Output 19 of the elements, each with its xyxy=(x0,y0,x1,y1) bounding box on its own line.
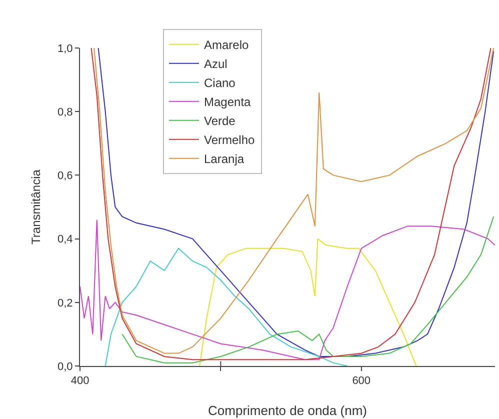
y-axis-title: Transmitância xyxy=(28,169,43,244)
x-axis-title: Comprimento de onda (nm) xyxy=(208,403,367,418)
legend-label: Vermelho xyxy=(204,133,256,148)
y-tick-label: 0,0 xyxy=(58,360,73,373)
line-series xyxy=(199,238,417,366)
legend-label: Azul xyxy=(204,57,228,72)
legend-label: Verde xyxy=(204,114,236,128)
x-tick-label: 400 xyxy=(70,375,90,388)
legend-label: Magenta xyxy=(204,95,252,110)
legend-label: Amarelo xyxy=(204,38,250,52)
y-tick-label: 0,4 xyxy=(58,234,73,246)
legend-label: Laranja xyxy=(204,152,244,166)
line-series xyxy=(104,248,348,366)
y-tick-label: 0,2 xyxy=(58,297,73,310)
y-tick-label: 0,8 xyxy=(58,106,73,118)
x-tick-label: 600 xyxy=(352,375,371,388)
legend-label: Ciano xyxy=(204,76,236,90)
y-tick-label: 1,0 xyxy=(58,42,73,55)
y-tick-label: 0,6 xyxy=(58,170,73,182)
